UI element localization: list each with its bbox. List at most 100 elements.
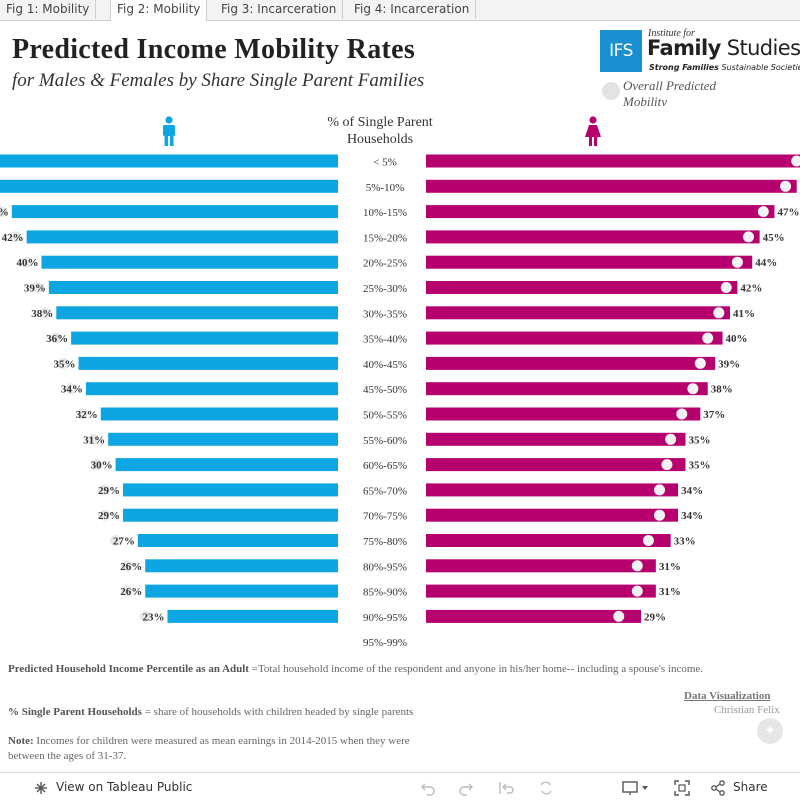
share-icon[interactable] <box>710 773 726 801</box>
female-value-label: 34% <box>681 510 703 522</box>
female-bar <box>426 230 760 243</box>
male-bar <box>12 205 338 218</box>
female-overall-marker <box>632 560 643 571</box>
female-value-label: 35% <box>688 434 710 446</box>
footnote-note-text: Incomes for children were measured as me… <box>8 735 410 762</box>
female-overall-marker <box>732 257 743 268</box>
female-overall-marker <box>702 333 713 344</box>
female-bar <box>426 483 678 496</box>
male-value-label: 26% <box>120 586 142 598</box>
male-value-label: 38% <box>31 308 53 320</box>
redo-icon[interactable] <box>458 773 474 801</box>
footnote-definition-share: % Single Parent Households = share of ho… <box>8 705 668 720</box>
credit-author: Christian Felix <box>714 704 780 716</box>
male-value-label: 32% <box>76 409 98 421</box>
female-bar <box>426 610 641 623</box>
footnote-note-label: Note: <box>8 735 34 747</box>
male-value-label: 34% <box>61 384 83 396</box>
footnote-share-term: % Single Parent Households <box>8 706 142 718</box>
female-bar <box>426 357 715 370</box>
male-value-label: 26% <box>120 561 142 573</box>
view-on-tableau-link[interactable]: View on Tableau Public <box>56 773 192 801</box>
male-bar <box>101 408 338 421</box>
male-value-label: 29% <box>98 510 120 522</box>
category-label: 75%-80% <box>363 536 407 548</box>
category-label: 35%-40% <box>363 334 407 346</box>
female-value-label: 41% <box>733 308 755 320</box>
male-bar <box>138 534 338 547</box>
undo-icon[interactable] <box>420 773 436 801</box>
male-bar <box>145 585 338 598</box>
footnote-income-text: =Total household income of the responden… <box>249 663 703 675</box>
category-label: 50%-55% <box>363 410 407 422</box>
female-overall-marker <box>687 383 698 394</box>
female-overall-marker <box>758 206 769 217</box>
female-bar <box>426 408 700 421</box>
male-bar <box>41 256 338 269</box>
female-bar <box>426 433 685 446</box>
category-label: 55%-60% <box>363 435 407 447</box>
category-label: 40%-45% <box>363 359 407 371</box>
female-overall-marker <box>632 586 643 597</box>
female-value-label: 31% <box>659 586 681 598</box>
male-bar <box>123 509 338 522</box>
female-overall-marker <box>661 459 672 470</box>
share-button[interactable]: Share <box>733 773 768 801</box>
male-value-label: 35% <box>54 358 76 370</box>
female-value-label: 31% <box>659 561 681 573</box>
male-value-label: 39% <box>24 283 46 295</box>
female-overall-marker <box>654 510 665 521</box>
male-bar <box>71 332 338 345</box>
male-value-label: 42% <box>2 232 24 244</box>
male-bar <box>27 230 338 243</box>
category-label: 95%-99% <box>363 637 407 649</box>
male-value-label: 40% <box>16 257 38 269</box>
female-value-label: 44% <box>755 257 777 269</box>
twitter-icon[interactable]: ✦ <box>757 718 783 744</box>
male-value-label: 31% <box>83 434 105 446</box>
male-bar <box>123 483 338 496</box>
male-bar <box>145 559 338 572</box>
tableau-toolbar: View on Tableau Public Share <box>0 772 800 801</box>
female-overall-marker <box>643 535 654 546</box>
female-value-label: 29% <box>644 611 666 623</box>
female-value-label: 37% <box>703 409 725 421</box>
credit-link[interactable]: Data Visualization <box>684 690 770 702</box>
pause-icon[interactable] <box>538 773 554 801</box>
female-overall-marker <box>695 358 706 369</box>
female-bar <box>426 256 752 269</box>
category-label: 25%-30% <box>363 283 407 295</box>
male-value-label: 36% <box>46 333 68 345</box>
male-value-label: 23% <box>142 611 164 623</box>
female-value-label: 39% <box>718 358 740 370</box>
category-label: 15%-20% <box>363 232 407 244</box>
male-value-label: 44% <box>0 207 9 219</box>
female-bar <box>426 155 800 168</box>
female-overall-marker <box>613 611 624 622</box>
female-value-label: 47% <box>777 207 799 219</box>
category-label: 80%-95% <box>363 561 407 573</box>
female-bar <box>426 382 708 395</box>
male-value-label: 29% <box>98 485 120 497</box>
category-label: 70%-75% <box>363 511 407 523</box>
footnote-share-text: = share of households with children head… <box>142 706 413 718</box>
download-icon[interactable] <box>622 773 650 801</box>
female-overall-marker <box>654 484 665 495</box>
female-overall-marker <box>665 434 676 445</box>
fullscreen-icon[interactable] <box>674 773 690 801</box>
female-overall-marker <box>713 307 724 318</box>
female-bar <box>426 559 656 572</box>
revert-icon[interactable] <box>498 773 516 801</box>
female-value-label: 42% <box>740 283 762 295</box>
female-bar <box>426 585 656 598</box>
male-bar <box>86 382 338 395</box>
male-bar <box>56 306 338 319</box>
category-label: 20%-25% <box>363 258 407 270</box>
female-value-label: 33% <box>674 536 696 548</box>
male-bar <box>0 180 338 193</box>
category-label: 60%-65% <box>363 460 407 472</box>
male-value-label: 30% <box>91 460 113 472</box>
female-bar <box>426 281 737 294</box>
female-bar <box>426 332 723 345</box>
